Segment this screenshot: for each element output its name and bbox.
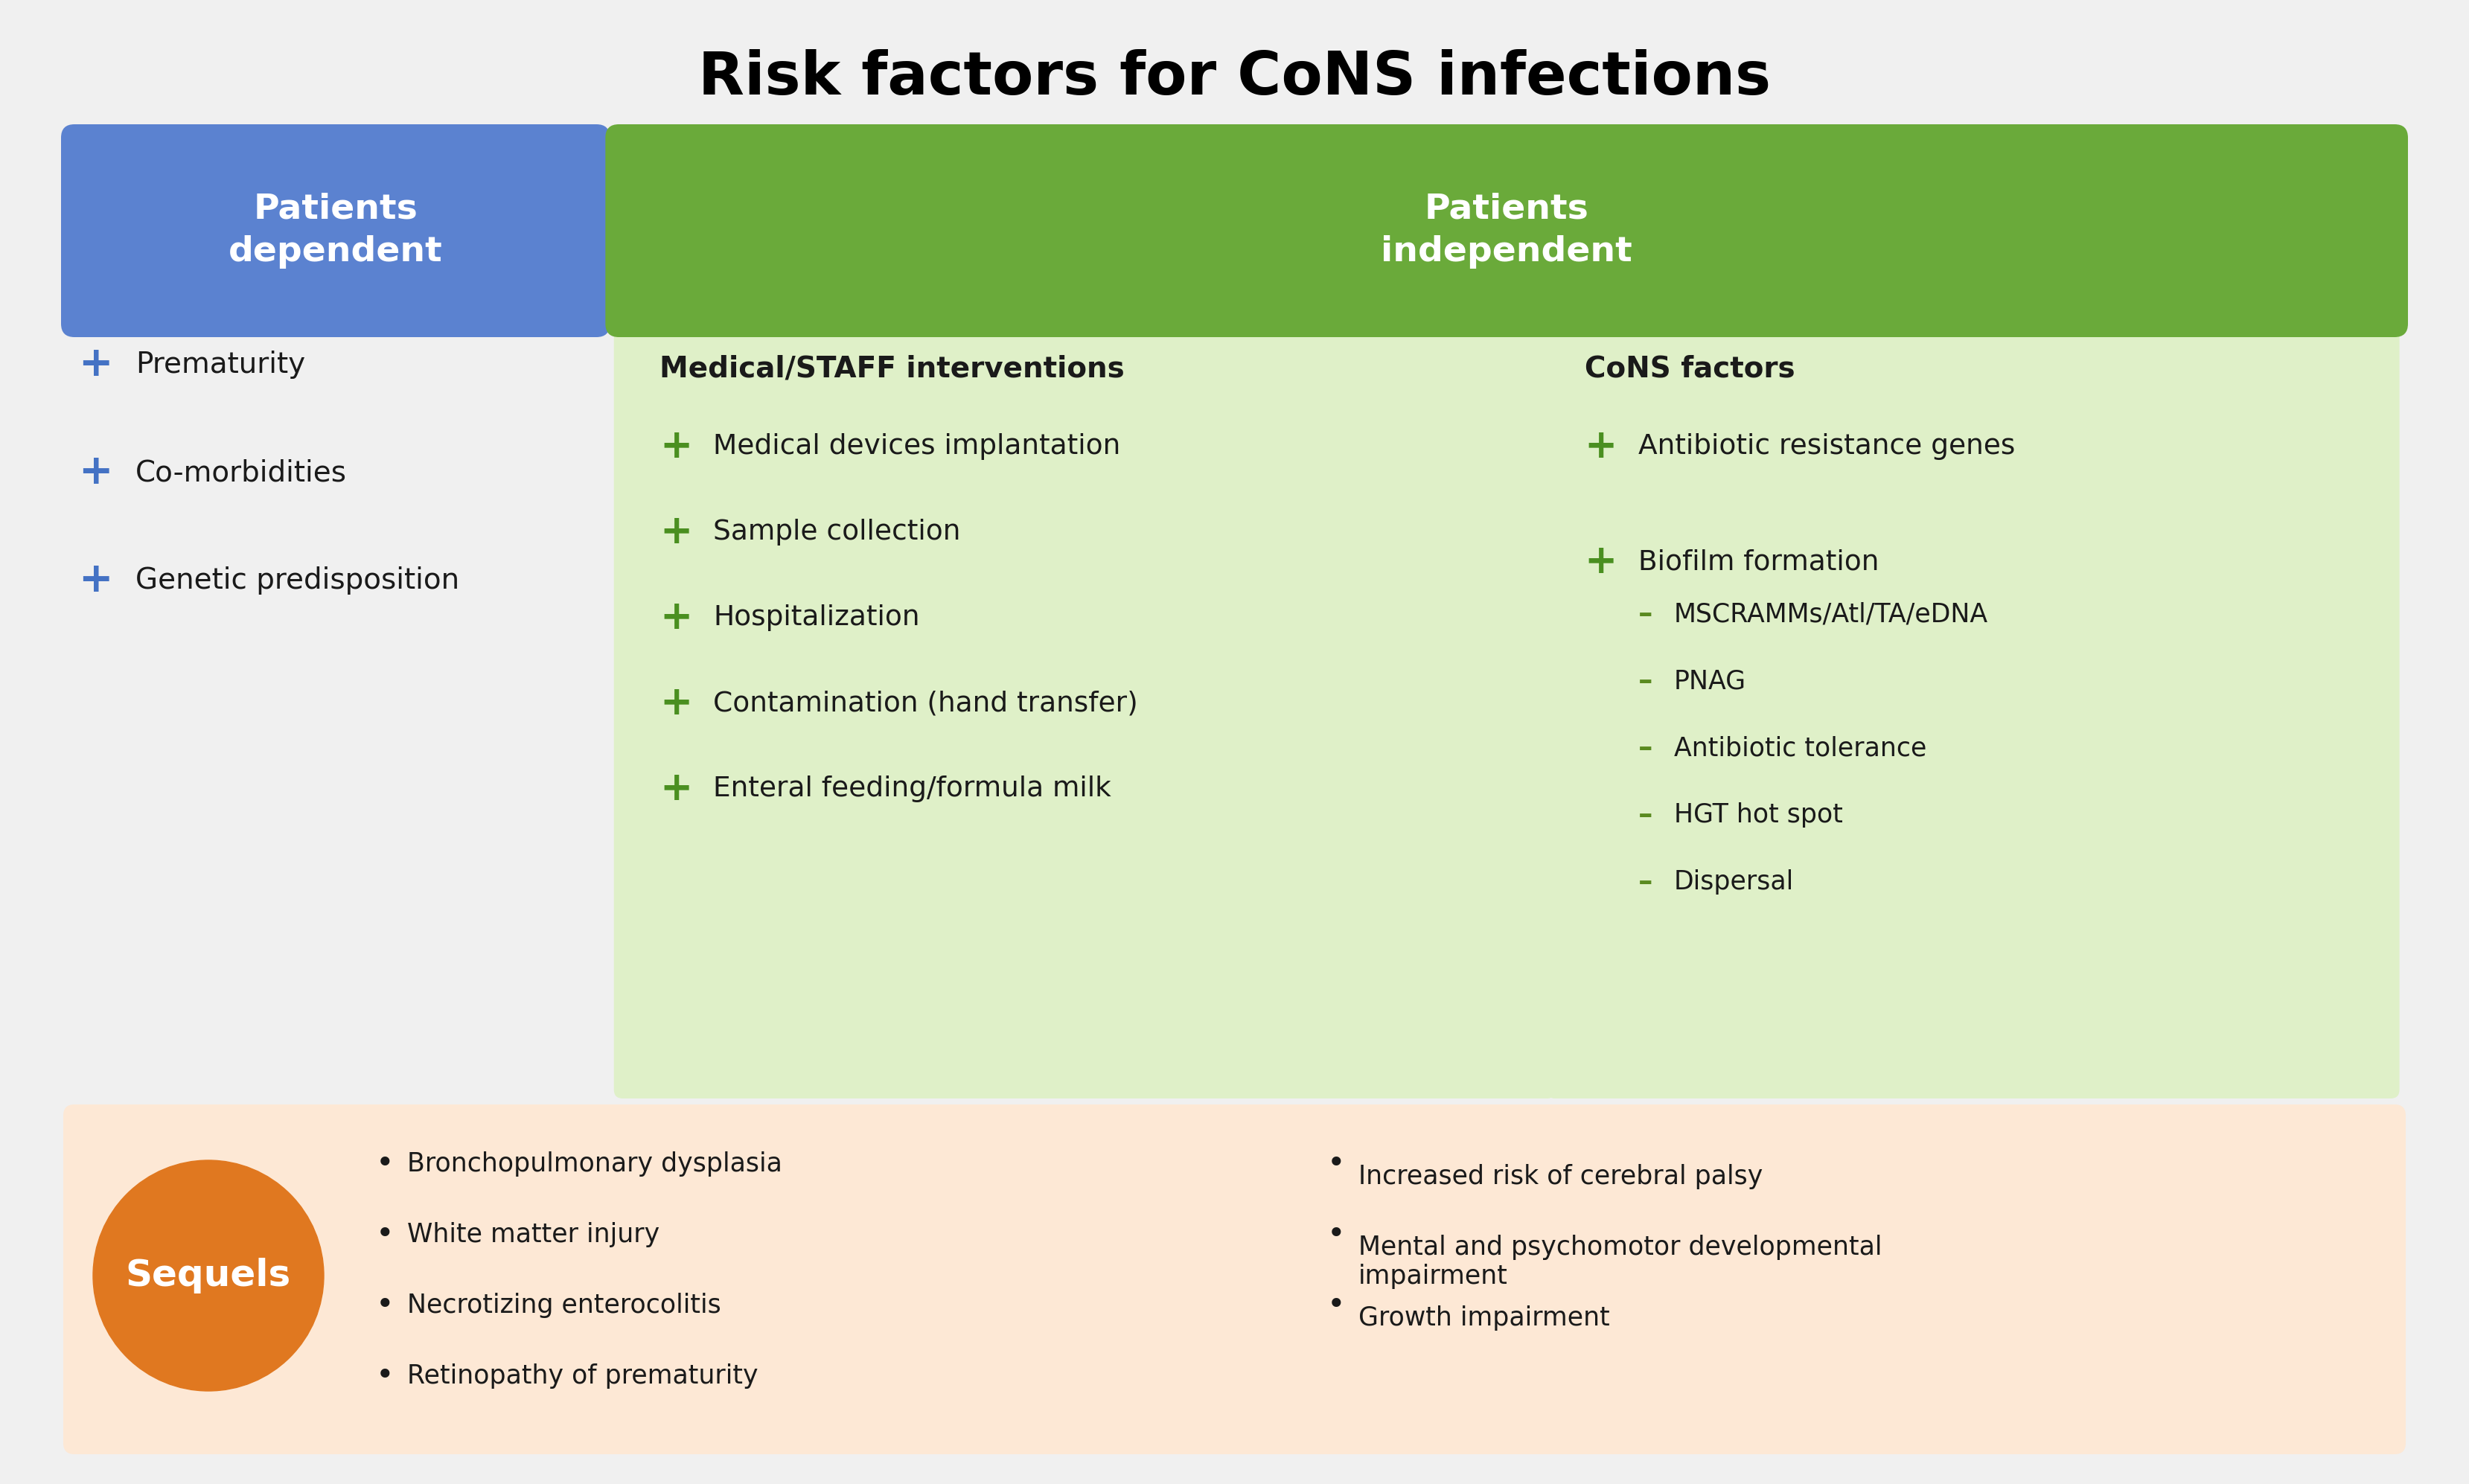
Text: +: + (79, 561, 114, 601)
Text: Dispersal: Dispersal (1674, 870, 1795, 895)
Text: –: – (1637, 600, 1652, 628)
Text: Biofilm formation: Biofilm formation (1637, 549, 1879, 576)
Text: –: – (1637, 801, 1652, 830)
Text: Patients
independent: Patients independent (1380, 193, 1632, 269)
Text: CoNS factors: CoNS factors (1585, 355, 1795, 383)
Text: +: + (79, 453, 114, 493)
Text: •: • (375, 1290, 395, 1321)
Text: +: + (659, 513, 694, 552)
Text: –: – (1637, 868, 1652, 896)
Circle shape (94, 1160, 323, 1391)
Text: •: • (375, 1218, 395, 1251)
Text: Prematurity: Prematurity (136, 350, 306, 378)
Text: •: • (1326, 1149, 1346, 1180)
Text: Risk factors for CoNS infections: Risk factors for CoNS infections (699, 49, 1770, 107)
Text: +: + (1585, 427, 1617, 466)
Text: Patients
dependent: Patients dependent (227, 193, 442, 269)
Text: +: + (659, 770, 694, 809)
Text: –: – (1637, 666, 1652, 695)
Text: Increased risk of cerebral palsy: Increased risk of cerebral palsy (1358, 1163, 1763, 1189)
Text: Genetic predisposition: Genetic predisposition (136, 567, 459, 595)
Text: Necrotizing enterocolitis: Necrotizing enterocolitis (407, 1293, 721, 1318)
Text: +: + (659, 684, 694, 723)
Text: Hospitalization: Hospitalization (714, 604, 921, 631)
Text: Co-morbidities: Co-morbidities (136, 459, 346, 487)
Text: •: • (375, 1149, 395, 1180)
Text: +: + (79, 344, 114, 384)
Text: Medical devices implantation: Medical devices implantation (714, 433, 1121, 460)
FancyBboxPatch shape (615, 315, 1555, 1098)
Text: Medical/STAFF interventions: Medical/STAFF interventions (659, 355, 1126, 383)
Text: Antibiotic resistance genes: Antibiotic resistance genes (1637, 433, 2015, 460)
Text: Antibiotic tolerance: Antibiotic tolerance (1674, 735, 1926, 761)
FancyBboxPatch shape (62, 125, 610, 337)
Text: Sample collection: Sample collection (714, 519, 960, 546)
Text: •: • (1326, 1290, 1346, 1321)
Text: Contamination (hand transfer): Contamination (hand transfer) (714, 690, 1138, 717)
FancyBboxPatch shape (605, 125, 2407, 337)
Text: •: • (1326, 1218, 1346, 1251)
FancyBboxPatch shape (64, 1104, 2405, 1454)
Text: •: • (375, 1361, 395, 1392)
Text: +: + (1585, 543, 1617, 582)
Text: +: + (659, 598, 694, 637)
Text: Retinopathy of prematurity: Retinopathy of prematurity (407, 1364, 758, 1389)
Text: HGT hot spot: HGT hot spot (1674, 803, 1842, 828)
Text: –: – (1637, 733, 1652, 763)
Text: Bronchopulmonary dysplasia: Bronchopulmonary dysplasia (407, 1152, 783, 1177)
Text: White matter injury: White matter injury (407, 1221, 659, 1248)
Text: Growth impairment: Growth impairment (1358, 1306, 1610, 1331)
Text: Enteral feeding/formula milk: Enteral feeding/formula milk (714, 776, 1111, 803)
Text: Sequels: Sequels (126, 1258, 291, 1294)
Text: +: + (659, 427, 694, 466)
Text: MSCRAMMs/Atl/TA/eDNA: MSCRAMMs/Atl/TA/eDNA (1674, 601, 1988, 626)
FancyBboxPatch shape (1546, 315, 2400, 1098)
Text: Mental and psychomotor developmental
impairment: Mental and psychomotor developmental imp… (1358, 1235, 1881, 1290)
Text: PNAG: PNAG (1674, 668, 1746, 693)
